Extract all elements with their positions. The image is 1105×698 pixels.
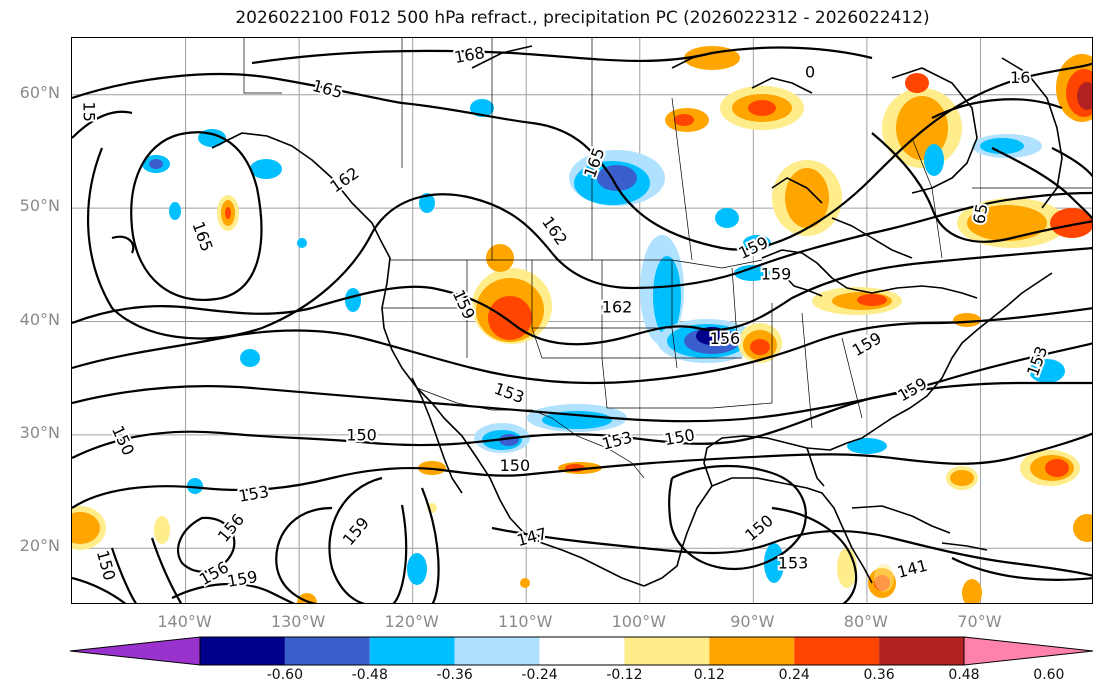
colorbar-segment xyxy=(200,637,285,665)
contour-label: 162 xyxy=(602,297,633,316)
latitude-label: 60°N xyxy=(19,82,60,102)
colorbar-segment xyxy=(709,637,795,665)
colorbar-tick-label: -0.12 xyxy=(606,667,643,683)
contour-label: 165 xyxy=(310,76,344,102)
colorbar-tick-label: -0.36 xyxy=(436,667,473,683)
contour-label: 162 xyxy=(327,163,363,196)
colorbar-tick-label: 0.12 xyxy=(693,667,725,683)
colorbar-tick-label: 0.36 xyxy=(863,667,895,683)
contour-label: 150 xyxy=(108,423,138,459)
contour-label: 150 xyxy=(663,425,696,449)
colorbar-extend-high xyxy=(963,636,1094,666)
latitude-label: 30°N xyxy=(19,422,60,442)
contour-label: 156 xyxy=(710,329,741,348)
latitude-label: 40°N xyxy=(19,309,60,329)
political-borders xyxy=(243,38,1092,479)
colorbar-tick-label: -0.24 xyxy=(521,667,558,683)
contour-label: 16 xyxy=(1010,68,1030,87)
latitude-label: 20°N xyxy=(19,536,60,556)
contour-label: 153 xyxy=(600,427,634,453)
longitude-label: 120°W xyxy=(384,612,439,631)
contour-label: 65 xyxy=(969,202,991,225)
contour-label: 153 xyxy=(237,482,270,506)
contour-label: 15 xyxy=(80,102,99,122)
colorbar-segment xyxy=(454,637,540,665)
height-contours xyxy=(72,46,1092,603)
colorbar-outline xyxy=(199,636,965,666)
contour-label: 156 xyxy=(214,510,248,546)
longitude-label: 100°W xyxy=(611,612,666,631)
colorbar-tick-label: 0.48 xyxy=(948,667,980,683)
colorbar-segment xyxy=(539,637,625,665)
colorbar-segment xyxy=(284,637,370,665)
contour-label: 150 xyxy=(346,425,377,444)
longitude-label: 110°W xyxy=(498,612,553,631)
contour-label: 150 xyxy=(741,511,777,545)
contour-label: 150 xyxy=(500,456,531,475)
contour-label: 153 xyxy=(492,379,527,407)
contour-label: 141 xyxy=(895,556,929,582)
colorbar-segment xyxy=(794,637,880,665)
colorbar-segment xyxy=(879,637,964,665)
longitude-label: 140°W xyxy=(157,612,212,631)
contour-label: 159 xyxy=(894,374,930,406)
colorbar-segment xyxy=(369,637,455,665)
latitude-label: 50°N xyxy=(19,196,60,216)
longitude-label: 70°W xyxy=(957,612,1002,631)
chart-title: 2026022100 F012 500 hPa refract., precip… xyxy=(235,8,930,28)
longitude-label: 80°W xyxy=(843,612,888,631)
contour-label: 159 xyxy=(339,513,373,549)
colorbar xyxy=(70,636,1094,666)
colorbar-tick-label: -0.60 xyxy=(266,667,303,683)
contour-label: 153 xyxy=(778,554,809,573)
colorbar-segment xyxy=(624,637,710,665)
contour-label: 0 xyxy=(805,63,815,82)
longitude-label: 90°W xyxy=(730,612,775,631)
longitude-label: 130°W xyxy=(270,612,326,631)
colorbar-tick-label: 0.60 xyxy=(1033,667,1065,683)
map-panel[interactable]: 168 165 162 165 165 162 159 162 156 159 159 153 153 1… xyxy=(71,37,1093,604)
colorbar-tick-label: -0.48 xyxy=(351,667,388,683)
contour-label: 150 xyxy=(93,548,119,582)
contour-label: 159 xyxy=(761,264,792,283)
contour-label: 165 xyxy=(188,219,216,254)
colorbar-tick-label: 0.24 xyxy=(778,667,810,683)
colorbar-extend-low xyxy=(70,636,201,666)
